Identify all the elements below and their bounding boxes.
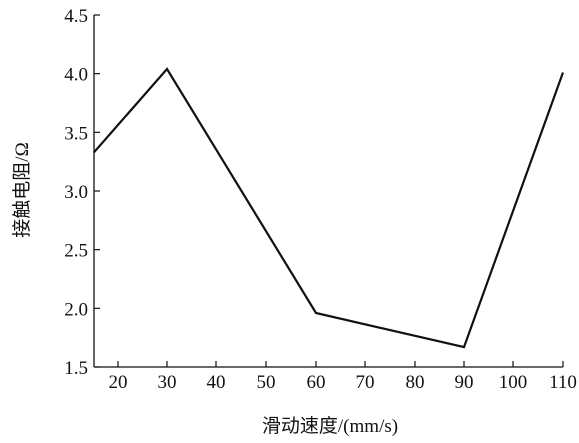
ticks-layer: 1.5 2.0 2.5 3.0 3.5 4.0 4.5 20 30 40 50 60 70 80 90 100…	[64, 6, 577, 393]
x-tick-label: 40	[207, 372, 226, 393]
x-tick-label: 100	[499, 372, 528, 393]
y-tick-label: 2.5	[64, 241, 88, 262]
x-tick-label: 20	[109, 372, 128, 393]
x-tick-label: 60	[307, 372, 326, 393]
axes-layer	[94, 15, 563, 367]
series-line-0	[94, 69, 563, 347]
y-tick-label: 4.5	[64, 6, 88, 27]
x-tick-label: 50	[257, 372, 276, 393]
series-layer	[94, 69, 563, 347]
x-tick-label: 70	[356, 372, 375, 393]
y-tick-label: 4.0	[64, 65, 88, 86]
x-axis-title: 滑动速度/(mm/s)	[262, 415, 398, 437]
y-tick-label: 2.0	[64, 299, 88, 320]
x-tick-label: 30	[158, 372, 177, 393]
y-axis-title: 接触电阻/Ω	[11, 142, 33, 237]
x-tick-label: 90	[455, 372, 474, 393]
y-tick-label: 1.5	[64, 358, 88, 379]
x-tick-label: 80	[406, 372, 425, 393]
y-tick-label: 3.0	[64, 182, 88, 203]
y-tick-label: 3.5	[64, 123, 88, 144]
x-tick-label: 110	[549, 372, 577, 393]
